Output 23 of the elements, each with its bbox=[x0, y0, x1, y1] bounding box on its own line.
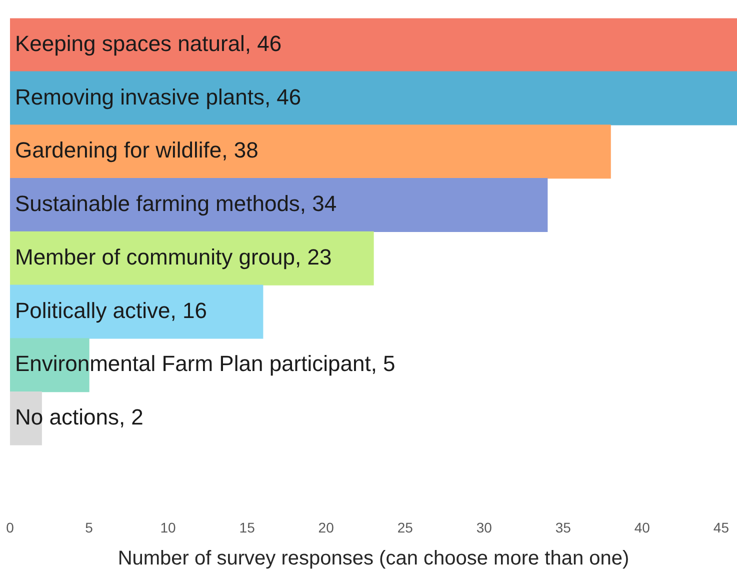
x-tick-label: 30 bbox=[476, 519, 492, 536]
x-tick-label: 45 bbox=[713, 519, 730, 536]
y-tick-label: Member of community group, 23 bbox=[15, 244, 332, 270]
bar bbox=[10, 284, 264, 339]
x-tick-label: 20 bbox=[318, 519, 334, 536]
y-tick-label: Gardening for wildlife, 38 bbox=[15, 138, 258, 163]
y-tick-label: No actions, 2 bbox=[15, 404, 144, 430]
x-tick-label: 40 bbox=[634, 519, 650, 536]
bar bbox=[10, 18, 737, 72]
bar bbox=[10, 124, 611, 179]
y-tick-label: Sustainable farming methods, 34 bbox=[15, 191, 337, 216]
bar bbox=[10, 71, 737, 126]
y-tick-label: Keeping spaces natural, 46 bbox=[15, 30, 282, 56]
x-axis-title: Number of survey responses (can choose more than one) bbox=[118, 548, 630, 570]
x-tick-label: 25 bbox=[397, 519, 414, 536]
x-tick-label: 35 bbox=[555, 519, 572, 536]
x-tick-label: 15 bbox=[239, 519, 256, 536]
x-tick-label: 5 bbox=[85, 519, 94, 536]
y-tick-label: Politically active, 16 bbox=[15, 298, 207, 323]
x-tick-label: 0 bbox=[6, 519, 14, 536]
x-tick-label: 10 bbox=[160, 519, 176, 536]
bar bbox=[10, 178, 548, 232]
y-tick-label: Removing invasive plants, 46 bbox=[15, 84, 302, 110]
